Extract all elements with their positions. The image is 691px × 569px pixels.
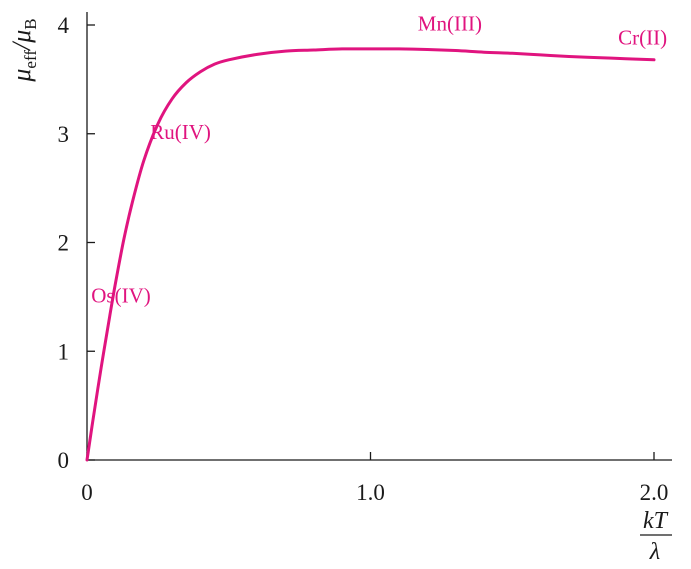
- y-tick-label: 3: [58, 122, 70, 147]
- annotation-label: Mn(III): [418, 11, 482, 35]
- y-label-sub1: eff: [21, 50, 40, 69]
- axes: [86, 12, 672, 461]
- y-label-sep: /μ: [7, 30, 36, 52]
- annotation-label: Os(IV): [91, 283, 150, 307]
- x-label-numerator: kT: [643, 508, 669, 534]
- y-tick-label: 0: [58, 448, 70, 473]
- y-tick-label: 1: [58, 339, 70, 364]
- data-line: [85, 47, 656, 462]
- x-tick-label: 2.0: [640, 480, 669, 505]
- y-axis-label: μeff/μB: [7, 18, 40, 82]
- annotation-label: Cr(II): [618, 26, 667, 50]
- x-tick-label: 0: [81, 480, 93, 505]
- y-label-main: μ: [7, 69, 36, 83]
- y-tick-label: 2: [58, 231, 70, 256]
- x-label-denominator: λ: [649, 539, 660, 565]
- x-tick-label: 1.0: [356, 480, 385, 505]
- y-tick-label: 4: [58, 13, 70, 38]
- annotation-label: Ru(IV): [150, 120, 211, 144]
- svg-text:μeff/μB: μeff/μB: [7, 18, 40, 82]
- x-axis-label: kT λ: [640, 508, 672, 565]
- annotation-group: Os(IV) Ru(IV) Mn(III) Cr(II): [91, 11, 667, 307]
- tick-group: 0 1 2 3 4 0 1.0 2.0: [58, 13, 669, 505]
- y-label-sub2: B: [21, 18, 40, 29]
